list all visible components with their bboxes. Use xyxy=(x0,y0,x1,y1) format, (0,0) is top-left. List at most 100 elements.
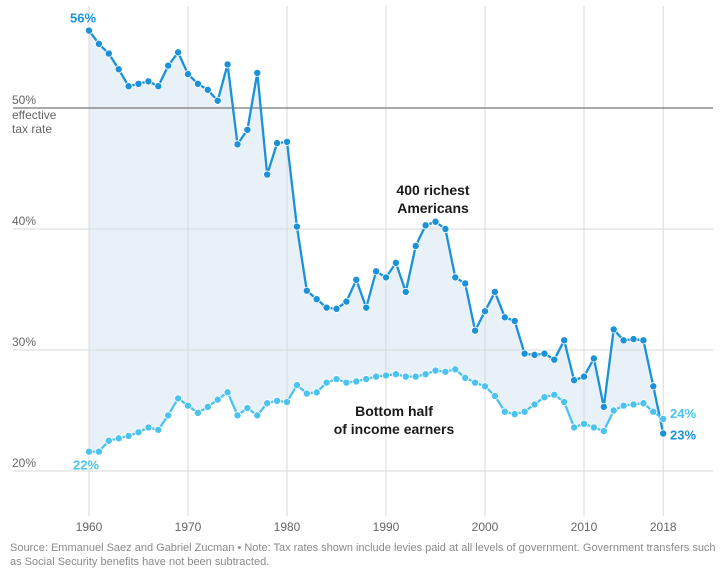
data-point xyxy=(213,96,222,105)
data-point xyxy=(85,26,94,35)
data-point xyxy=(164,61,173,70)
data-point xyxy=(401,372,410,381)
data-point xyxy=(589,423,598,432)
data-point xyxy=(183,401,192,410)
data-point xyxy=(342,378,351,387)
data-point xyxy=(530,400,539,409)
data-point xyxy=(144,423,153,432)
data-point xyxy=(154,425,163,434)
data-point xyxy=(352,275,361,284)
data-point xyxy=(560,398,569,407)
data-point xyxy=(154,82,163,91)
data-point xyxy=(490,391,499,400)
data-point xyxy=(104,49,113,58)
data-point xyxy=(411,241,420,250)
data-point xyxy=(471,378,480,387)
data-point xyxy=(342,297,351,306)
data-point xyxy=(144,77,153,86)
data-point xyxy=(451,273,460,282)
data-point xyxy=(104,436,113,445)
end-value-label: 23% xyxy=(670,427,696,442)
data-point xyxy=(540,393,549,402)
data-point xyxy=(322,303,331,312)
data-point xyxy=(480,382,489,391)
data-point xyxy=(174,48,183,57)
data-point xyxy=(391,370,400,379)
data-point xyxy=(381,273,390,282)
x-tick-label: 2010 xyxy=(571,520,598,534)
data-point xyxy=(124,82,133,91)
area-between-series xyxy=(89,30,664,452)
start-value-label: 56% xyxy=(70,11,96,26)
data-point xyxy=(570,376,579,385)
data-point xyxy=(421,370,430,379)
end-value-label: 24% xyxy=(670,406,696,421)
data-point xyxy=(134,428,143,437)
data-point xyxy=(431,217,440,226)
data-point xyxy=(520,349,529,358)
data-point xyxy=(273,139,282,148)
data-point xyxy=(312,295,321,304)
data-point xyxy=(639,399,648,408)
data-point xyxy=(223,388,232,397)
data-point xyxy=(302,286,311,295)
data-point xyxy=(114,434,123,443)
series-name-label: 400 richest xyxy=(396,182,469,198)
data-point xyxy=(352,377,361,386)
data-point xyxy=(550,355,559,364)
x-tick-label: 1960 xyxy=(76,520,103,534)
data-point xyxy=(203,85,212,94)
data-point xyxy=(312,388,321,397)
y-axis-note: effective xyxy=(12,108,57,122)
data-point xyxy=(372,372,381,381)
data-point xyxy=(134,79,143,88)
data-point xyxy=(629,335,638,344)
data-point xyxy=(292,222,301,231)
data-point xyxy=(480,307,489,316)
data-point xyxy=(253,68,262,77)
data-point xyxy=(292,381,301,390)
data-point xyxy=(302,389,311,398)
data-point xyxy=(510,410,519,419)
data-point xyxy=(461,279,470,288)
y-tick-label: 40% xyxy=(12,214,36,228)
series-points xyxy=(85,26,668,456)
data-point xyxy=(510,316,519,325)
data-point xyxy=(233,140,242,149)
x-tick-label: 1970 xyxy=(175,520,202,534)
data-point xyxy=(629,400,638,409)
data-point xyxy=(124,431,133,440)
data-point xyxy=(441,224,450,233)
data-point xyxy=(599,402,608,411)
data-point xyxy=(401,287,410,296)
x-tick-label: 1980 xyxy=(274,520,301,534)
start-value-label: 22% xyxy=(73,458,99,473)
data-point xyxy=(421,221,430,230)
data-point xyxy=(332,304,341,313)
data-point xyxy=(580,372,589,381)
data-point xyxy=(381,371,390,380)
data-point xyxy=(471,326,480,335)
data-point xyxy=(223,60,232,69)
data-point xyxy=(441,367,450,376)
data-point xyxy=(213,395,222,404)
y-tick-label: 50% xyxy=(12,93,36,107)
data-point xyxy=(372,267,381,276)
data-point xyxy=(203,402,212,411)
data-point xyxy=(659,414,668,423)
data-point xyxy=(649,382,658,391)
data-point xyxy=(500,313,509,322)
data-point xyxy=(362,303,371,312)
source-note: Source: Emmanuel Saez and Gabriel Zucman… xyxy=(10,542,716,568)
data-point xyxy=(233,411,242,420)
data-point xyxy=(282,137,291,146)
y-tick-label: 30% xyxy=(12,335,36,349)
y-tick-label: 20% xyxy=(12,456,36,470)
data-point xyxy=(263,170,272,179)
data-point xyxy=(431,366,440,375)
data-point xyxy=(322,378,331,387)
data-point xyxy=(253,411,262,420)
series-name-label: of income earners xyxy=(334,421,455,437)
data-point xyxy=(659,429,668,438)
